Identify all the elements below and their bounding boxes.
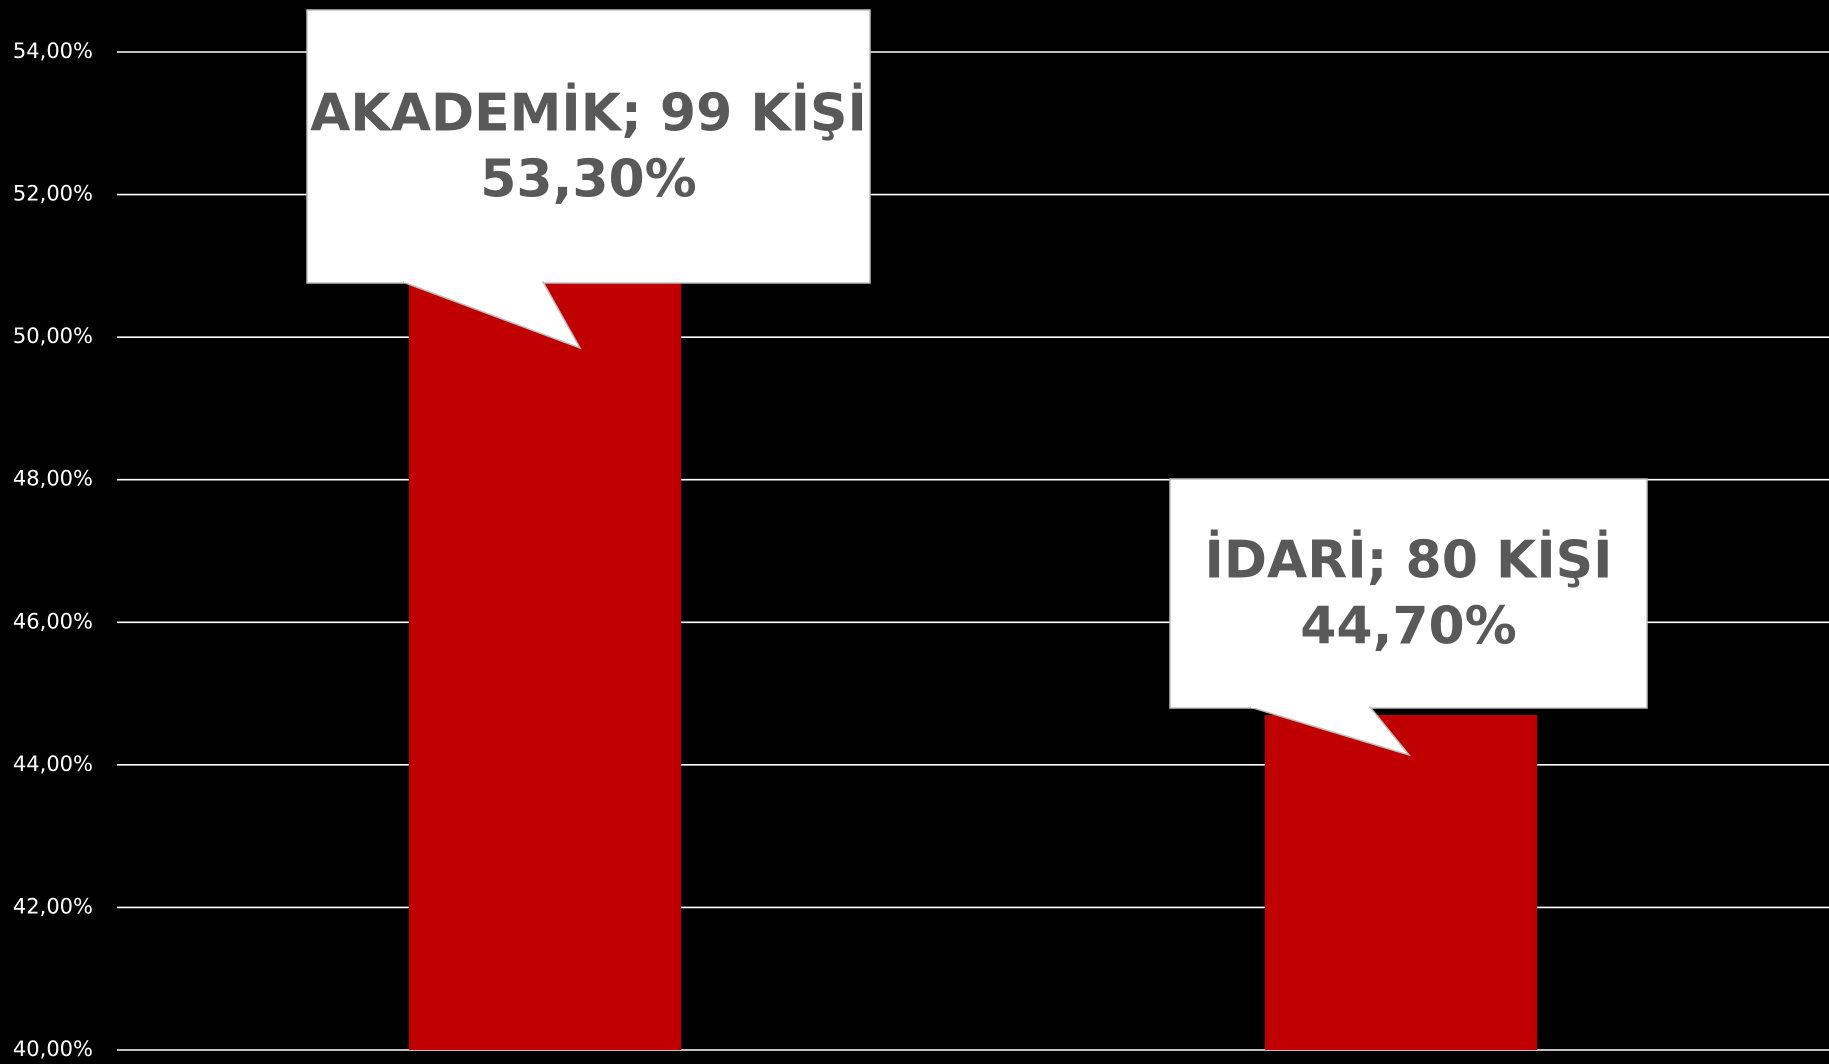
callout-cover (404, 280, 542, 283)
callout-box (306, 9, 871, 284)
y-tick-label: 54,00% (13, 39, 93, 63)
y-tick-label: 52,00% (13, 182, 93, 206)
bar (1264, 714, 1538, 1050)
y-tick-label: 46,00% (13, 609, 93, 633)
y-tick-label: 44,00% (13, 752, 93, 776)
y-tick-label: 42,00% (13, 894, 93, 918)
data-label-category: AKADEMİK; 99 KİŞİ (310, 83, 867, 144)
data-label-value: 44,70% (1300, 597, 1517, 657)
y-tick-label: 40,00% (13, 1037, 93, 1061)
data-label-category: İDARİ; 80 KİŞİ (1205, 530, 1613, 591)
data-label-value: 53,30% (480, 150, 697, 210)
callout-box (1169, 478, 1648, 709)
callout-cover (1251, 705, 1369, 708)
y-tick-label: 50,00% (13, 324, 93, 348)
y-tick-label: 48,00% (13, 467, 93, 491)
